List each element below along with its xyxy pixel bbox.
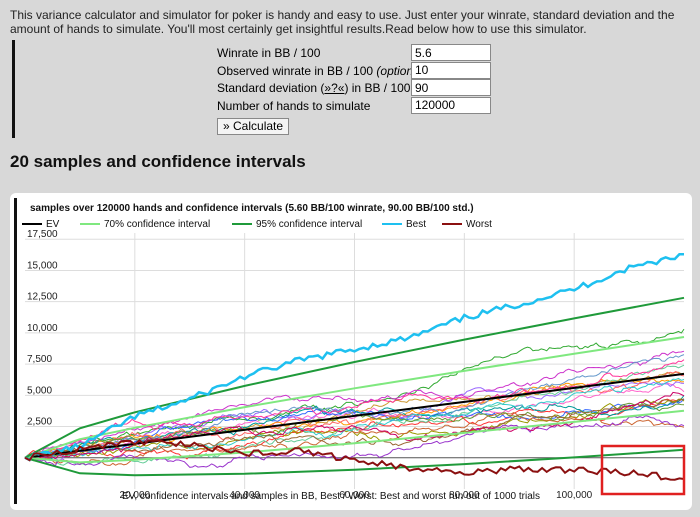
y-tick-label: 10,000 <box>27 323 58 334</box>
sample-line <box>24 415 685 468</box>
series-line-95-confidence-interval <box>24 448 685 477</box>
simulator-form: Winrate in BB / 100 Observed winrate in … <box>217 44 507 114</box>
y-tick-label: 12,500 <box>27 292 58 303</box>
legend-swatch-ci95 <box>232 223 252 226</box>
chart-title: samples over 120000 hands and confidence… <box>30 203 474 214</box>
stddev-help-link[interactable]: »?« <box>324 81 345 95</box>
series-line-best <box>24 252 684 462</box>
y-tick-label: 5,000 <box>27 385 52 396</box>
calculate-button[interactable]: » Calculate <box>217 118 290 135</box>
y-tick-label: 7,500 <box>27 354 52 365</box>
observed-winrate-row: Observed winrate in BB / 100 (optional) <box>217 61 507 80</box>
chart-left-bar <box>14 198 17 504</box>
y-tick-label: 15,000 <box>27 260 58 271</box>
series-line-95-confidence-interval <box>24 296 685 459</box>
legend-item-ev: EV <box>22 219 59 230</box>
stddev-row: Standard deviation (»?«) in BB / 100 <box>217 79 507 97</box>
legend-swatch-best <box>382 223 402 226</box>
winrate-row: Winrate in BB / 100 <box>217 44 507 62</box>
section-title: 20 samples and confidence intervals <box>10 152 306 171</box>
y-tick-label: 17,500 <box>27 229 58 240</box>
x-tick-label: 80,000 <box>449 490 480 501</box>
legend-label-best: Best <box>406 219 427 230</box>
stddev-label-post: ) in BB / 100 <box>344 81 411 95</box>
hands-label: Number of hands to simulate <box>217 98 371 113</box>
series-line-70-confidence-interval <box>24 336 685 459</box>
form-left-bar <box>12 40 15 138</box>
legend-label-ev: EV <box>46 219 60 230</box>
winrate-input[interactable] <box>411 44 491 61</box>
x-tick-label: 40,000 <box>229 490 260 501</box>
sample-line <box>24 398 685 459</box>
x-tick-label: 100,000 <box>556 490 593 501</box>
chart-x-axis-label: EV, confidence intervals and samples in … <box>122 491 540 502</box>
hands-input[interactable] <box>411 96 491 114</box>
legend-item-ci70: 70% confidence interval <box>80 219 210 230</box>
observed-winrate-input[interactable] <box>411 61 491 79</box>
sample-line <box>24 377 685 459</box>
legend-swatch-worst <box>442 223 462 226</box>
legend-label-worst: Worst <box>466 219 492 230</box>
legend-label-ci95: 95% confidence interval <box>256 219 363 230</box>
legend-label-ci70: 70% confidence interval <box>104 219 211 230</box>
sample-line <box>24 350 685 459</box>
intro-text: This variance calculator and simulator f… <box>10 8 675 36</box>
y-tick-label: 2,500 <box>27 417 52 428</box>
observed-winrate-label-main: Observed winrate in BB / 100 <box>217 63 377 78</box>
stddev-label-pre: Standard deviation ( <box>217 81 325 95</box>
stddev-input[interactable] <box>411 79 491 96</box>
legend-item-worst: Worst <box>442 219 492 230</box>
legend-item-best: Best <box>382 219 426 230</box>
legend-swatch-ci70 <box>80 223 100 226</box>
x-tick-label: 60,000 <box>339 490 370 501</box>
stddev-label: Standard deviation (»?«) in BB / 100 <box>217 81 410 95</box>
series-line-worst <box>24 438 685 481</box>
hands-row: Number of hands to simulate <box>217 96 507 115</box>
sample-line <box>24 328 685 459</box>
highlight-box <box>600 444 686 496</box>
legend-swatch-ev <box>22 223 42 226</box>
winrate-label: Winrate in BB / 100 <box>217 46 321 60</box>
legend-item-ci95: 95% confidence interval <box>232 219 362 230</box>
x-tick-label: 20,000 <box>120 490 151 501</box>
sample-line <box>24 359 685 459</box>
